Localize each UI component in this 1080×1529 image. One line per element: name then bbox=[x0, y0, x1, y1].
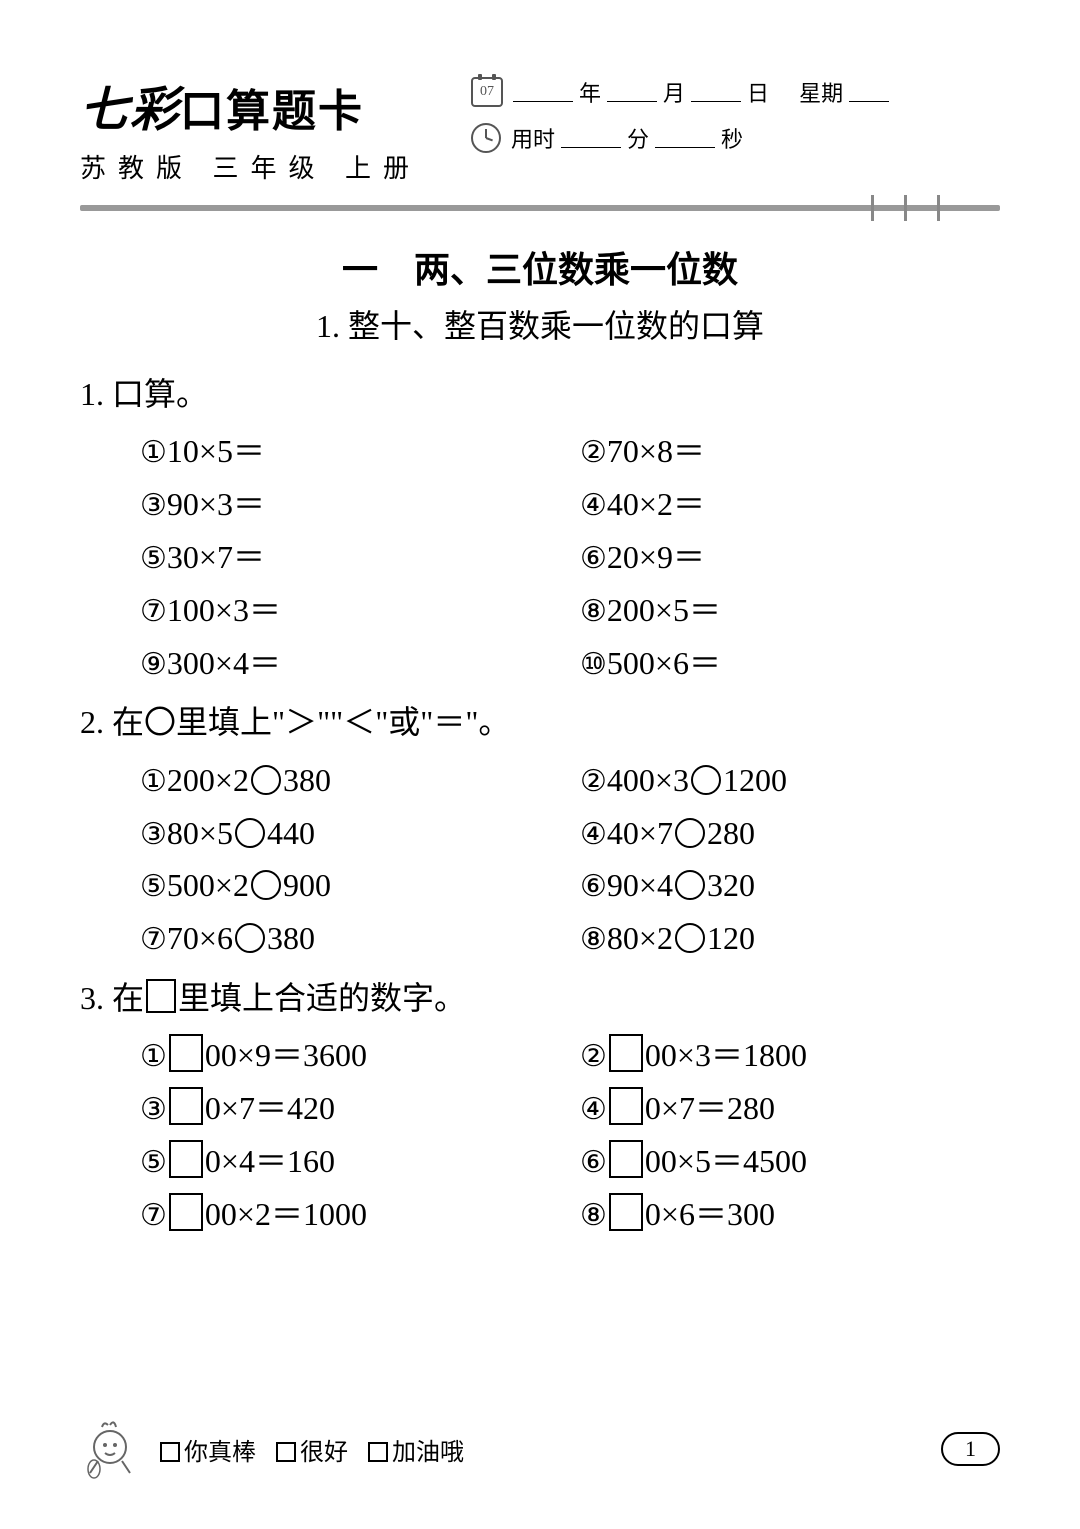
q1-heading: 1. 口算。 bbox=[80, 367, 1000, 421]
divider bbox=[80, 205, 1000, 211]
circle-blank[interactable] bbox=[235, 818, 265, 848]
circle-blank[interactable] bbox=[251, 870, 281, 900]
year-blank[interactable] bbox=[513, 82, 573, 102]
q1-item: ⑨300×4＝ bbox=[140, 637, 560, 690]
title-fancy: 七彩 bbox=[80, 84, 180, 137]
time-label: 用时 bbox=[511, 122, 555, 154]
q3-heading: 3. 在里填上合适的数字。 bbox=[80, 971, 1000, 1025]
q3-item: ⑥00×5＝4500 bbox=[580, 1135, 1000, 1188]
q1-item: ⑦100×3＝ bbox=[140, 584, 560, 637]
q1-item: ③90×3＝ bbox=[140, 478, 560, 531]
q3-item: ⑤0×4＝160 bbox=[140, 1135, 560, 1188]
min-blank[interactable] bbox=[561, 128, 621, 148]
q2-item: ②400×31200 bbox=[580, 754, 1000, 807]
min-label: 分 bbox=[627, 122, 649, 154]
weekday-label: 星期 bbox=[799, 76, 843, 108]
q3-item: ①00×9＝3600 bbox=[140, 1029, 560, 1082]
section-title: 1. 整十、整百数乘一位数的口算 bbox=[80, 301, 1000, 347]
q1-item: ⑩500×6＝ bbox=[580, 637, 1000, 690]
q2-item: ⑧80×2120 bbox=[580, 912, 1000, 965]
square-blank[interactable] bbox=[609, 1034, 643, 1072]
sec-label: 秒 bbox=[721, 122, 743, 154]
time-row: 用时 分 秒 bbox=[471, 122, 1000, 154]
square-blank-icon bbox=[146, 979, 176, 1013]
date-row: 07 年 月 日 星期 bbox=[471, 76, 1000, 108]
footer-opt1[interactable]: 你真棒 bbox=[160, 1432, 256, 1467]
q3-item: ③0×7＝420 bbox=[140, 1082, 560, 1135]
clock-icon bbox=[471, 123, 501, 153]
q3-heading-b: 里填上合适的数字。 bbox=[178, 980, 466, 1016]
day-label: 日 bbox=[747, 76, 769, 108]
square-blank[interactable] bbox=[169, 1193, 203, 1231]
day-blank[interactable] bbox=[691, 82, 741, 102]
q3-heading-a: 3. 在 bbox=[80, 980, 144, 1016]
divider-ticks bbox=[871, 195, 940, 221]
q1-item: ⑤30×7＝ bbox=[140, 531, 560, 584]
month-blank[interactable] bbox=[607, 82, 657, 102]
circle-blank[interactable] bbox=[235, 923, 265, 953]
q1-item: ⑧200×5＝ bbox=[580, 584, 1000, 637]
square-blank[interactable] bbox=[169, 1034, 203, 1072]
sec-blank[interactable] bbox=[655, 128, 715, 148]
q1-item: ④40×2＝ bbox=[580, 478, 1000, 531]
q2-grid: ①200×2380 ②400×31200 ③80×5440 ④40×7280 ⑤500×… bbox=[80, 754, 1000, 965]
q1-item: ⑥20×9＝ bbox=[580, 531, 1000, 584]
mascot-icon bbox=[80, 1419, 140, 1479]
weekday-blank[interactable] bbox=[849, 82, 889, 102]
chapter-title: 一 两、三位数乘一位数 bbox=[80, 241, 1000, 293]
main-title: 七彩口算题卡 bbox=[80, 70, 421, 140]
date-block: 07 年 月 日 星期 用时 分 秒 bbox=[421, 70, 1000, 185]
month-label: 月 bbox=[663, 76, 685, 108]
q2-item: ①200×2380 bbox=[140, 754, 560, 807]
q3-item: ②00×3＝1800 bbox=[580, 1029, 1000, 1082]
q1-grid: ①10×5＝ ②70×8＝ ③90×3＝ ④40×2＝ ⑤30×7＝ ⑥20×9＝ ⑦100… bbox=[80, 425, 1000, 689]
q2-heading: 2. 在〇里填上"＞""＜"或"＝"。 bbox=[80, 695, 1000, 749]
circle-blank[interactable] bbox=[251, 765, 281, 795]
q2-item: ③80×5440 bbox=[140, 807, 560, 860]
circle-blank[interactable] bbox=[675, 818, 705, 848]
title-block: 七彩口算题卡 苏教版 三年级 上册 bbox=[80, 70, 421, 185]
year-label: 年 bbox=[579, 76, 601, 108]
circle-blank[interactable] bbox=[675, 923, 705, 953]
square-blank[interactable] bbox=[609, 1087, 643, 1125]
calendar-icon: 07 bbox=[471, 77, 503, 107]
square-blank[interactable] bbox=[169, 1140, 203, 1178]
page-header: 七彩口算题卡 苏教版 三年级 上册 07 年 月 日 星期 用时 分 秒 bbox=[80, 70, 1000, 185]
page-number: 1 bbox=[941, 1432, 1000, 1466]
footer-left: 你真棒 很好 加油哦 bbox=[80, 1419, 464, 1479]
subtitle: 苏教版 三年级 上册 bbox=[80, 148, 421, 185]
footer-opt3[interactable]: 加油哦 bbox=[368, 1432, 464, 1467]
q2-item: ④40×7280 bbox=[580, 807, 1000, 860]
q2-item: ⑤500×2900 bbox=[140, 859, 560, 912]
circle-blank[interactable] bbox=[691, 765, 721, 795]
q2-item: ⑥90×4320 bbox=[580, 859, 1000, 912]
q3-item: ④0×7＝280 bbox=[580, 1082, 1000, 1135]
square-blank[interactable] bbox=[609, 1193, 643, 1231]
q1-item: ②70×8＝ bbox=[580, 425, 1000, 478]
square-blank[interactable] bbox=[169, 1087, 203, 1125]
problem-block: 1. 口算。 ①10×5＝ ②70×8＝ ③90×3＝ ④40×2＝ ⑤30×7＝ ⑥20… bbox=[80, 367, 1000, 1241]
q1-item: ①10×5＝ bbox=[140, 425, 560, 478]
q2-item: ⑦70×6380 bbox=[140, 912, 560, 965]
q3-grid: ①00×9＝3600 ②00×3＝1800 ③0×7＝420 ④0×7＝280 ⑤0×4… bbox=[80, 1029, 1000, 1240]
footer-opt2[interactable]: 很好 bbox=[276, 1432, 348, 1467]
square-blank[interactable] bbox=[609, 1140, 643, 1178]
footer: 你真棒 很好 加油哦 1 bbox=[80, 1419, 1000, 1479]
q3-item: ⑦00×2＝1000 bbox=[140, 1188, 560, 1241]
title-rest: 口算题卡 bbox=[180, 87, 364, 136]
q3-item: ⑧0×6＝300 bbox=[580, 1188, 1000, 1241]
circle-blank[interactable] bbox=[675, 870, 705, 900]
